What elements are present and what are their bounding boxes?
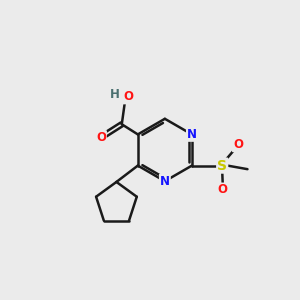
Text: H: H (110, 88, 119, 101)
Text: N: N (160, 175, 170, 188)
Text: O: O (96, 131, 106, 144)
Text: N: N (187, 128, 197, 141)
Text: O: O (123, 90, 133, 104)
Text: O: O (233, 138, 243, 151)
Text: S: S (217, 159, 227, 172)
Text: O: O (218, 184, 228, 196)
